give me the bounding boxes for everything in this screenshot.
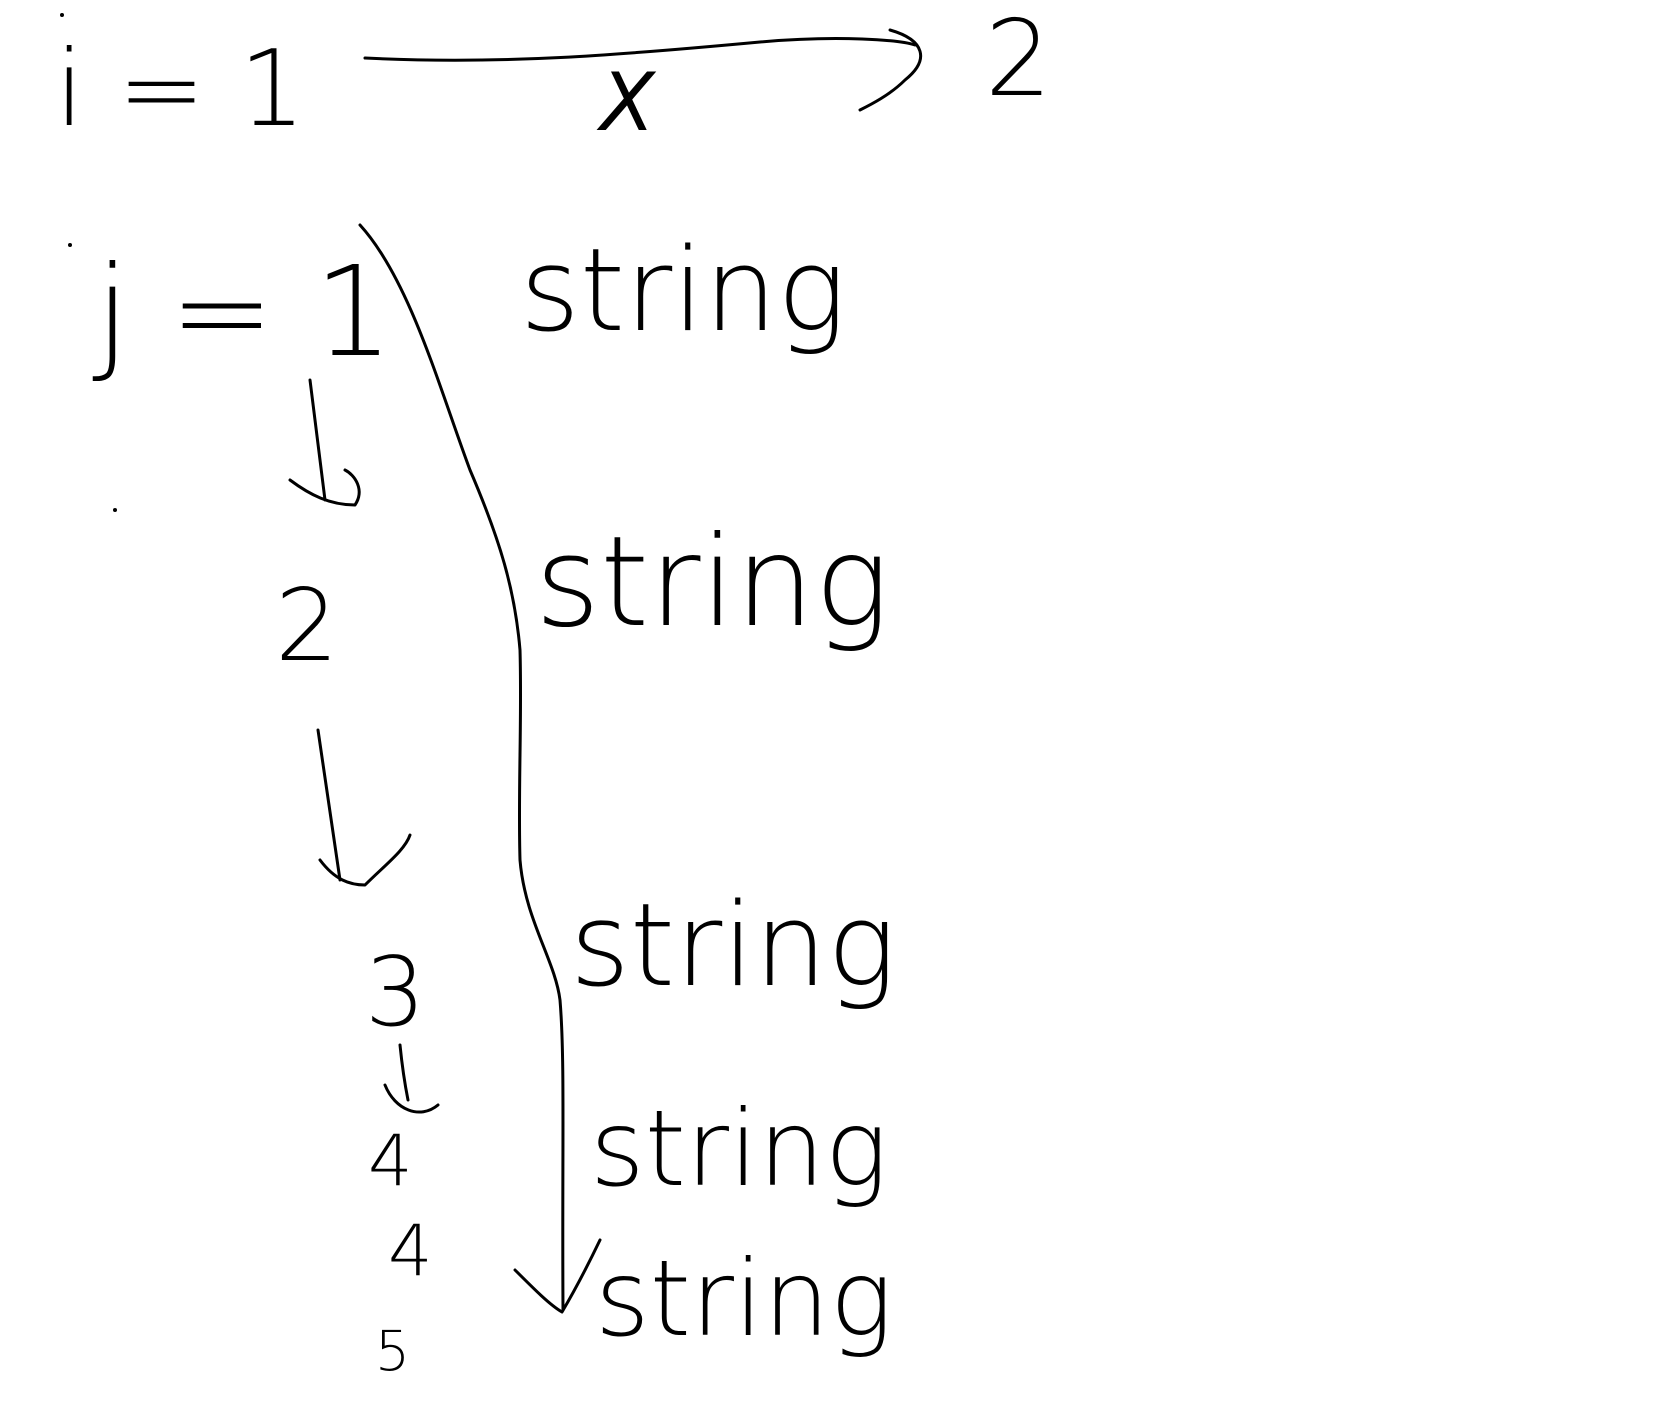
stray-dot <box>113 508 117 512</box>
string-label: string <box>595 1238 893 1360</box>
outer-loop-next-value: 2 <box>985 0 1052 120</box>
skip-mark: X <box>596 56 657 149</box>
inner-step-value: 2 <box>275 567 339 684</box>
outer-loop-arrow <box>363 37 917 62</box>
inner-step-value: 4 <box>368 1120 413 1202</box>
inner-step-value: 4 <box>388 1210 433 1292</box>
inner-loop-curve <box>358 223 565 1312</box>
outer-loop-arrowhead <box>858 28 923 112</box>
stray-dot <box>60 13 64 17</box>
inner-loop-label: j = 1 <box>92 240 393 385</box>
step-arrow-3-head <box>383 1083 440 1114</box>
string-label: string <box>570 879 896 1013</box>
step-arrow-1-head <box>288 468 361 507</box>
step-arrow-2-head <box>318 833 412 887</box>
step-arrow-3 <box>398 1043 410 1102</box>
inner-loop-curve-arrowhead <box>513 1238 602 1314</box>
step-arrow-1 <box>308 378 327 502</box>
outer-loop-label: i = 1 <box>55 28 306 150</box>
string-label: string <box>535 510 890 655</box>
inner-step-value: 5 <box>375 1319 410 1383</box>
string-label: string <box>520 224 846 358</box>
stray-dot <box>68 243 72 247</box>
step-arrow-2 <box>316 728 342 882</box>
string-label: string <box>590 1088 888 1210</box>
inner-step-value: 3 <box>365 938 425 1048</box>
